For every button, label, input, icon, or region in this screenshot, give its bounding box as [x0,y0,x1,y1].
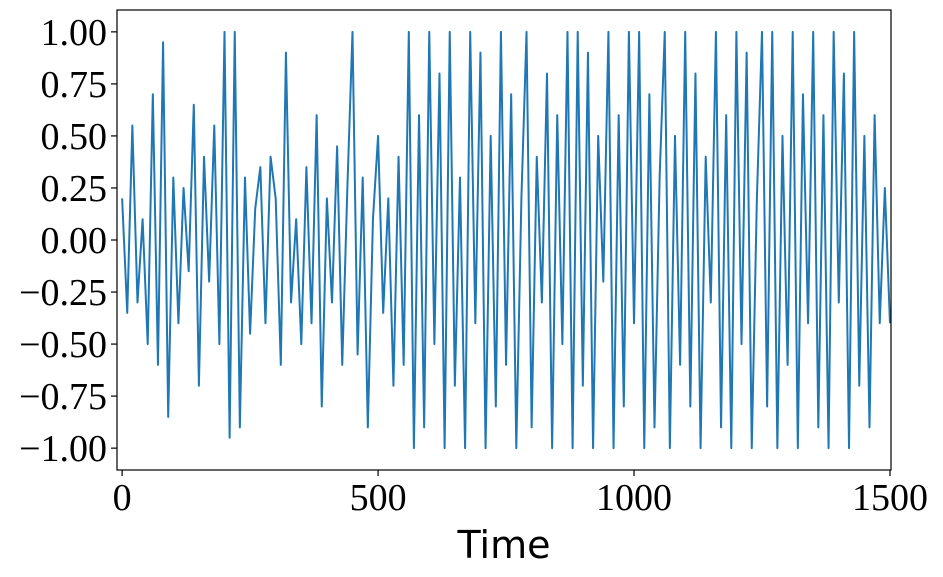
plot-frame [116,9,892,471]
y-tick-label: −0.75 [19,376,107,418]
y-tick-label: −1.00 [19,428,107,470]
x-tick-label: 1000 [596,477,672,519]
x-axis-label: Time [457,523,551,567]
y-tick-label: 1.00 [41,12,108,54]
x-tick-label: 500 [350,477,407,519]
y-tick-label: 0.75 [41,64,108,106]
x-tick-label: 1500 [852,477,928,519]
y-tick-label: 0.50 [41,116,108,158]
line-series [121,30,891,450]
y-tick-label: 0.00 [41,220,108,262]
y-tick-label: 0.25 [41,168,108,210]
x-tick-label: 0 [113,477,132,519]
y-tick-label: −0.25 [19,272,107,314]
y-tick-label: −0.50 [19,324,107,366]
